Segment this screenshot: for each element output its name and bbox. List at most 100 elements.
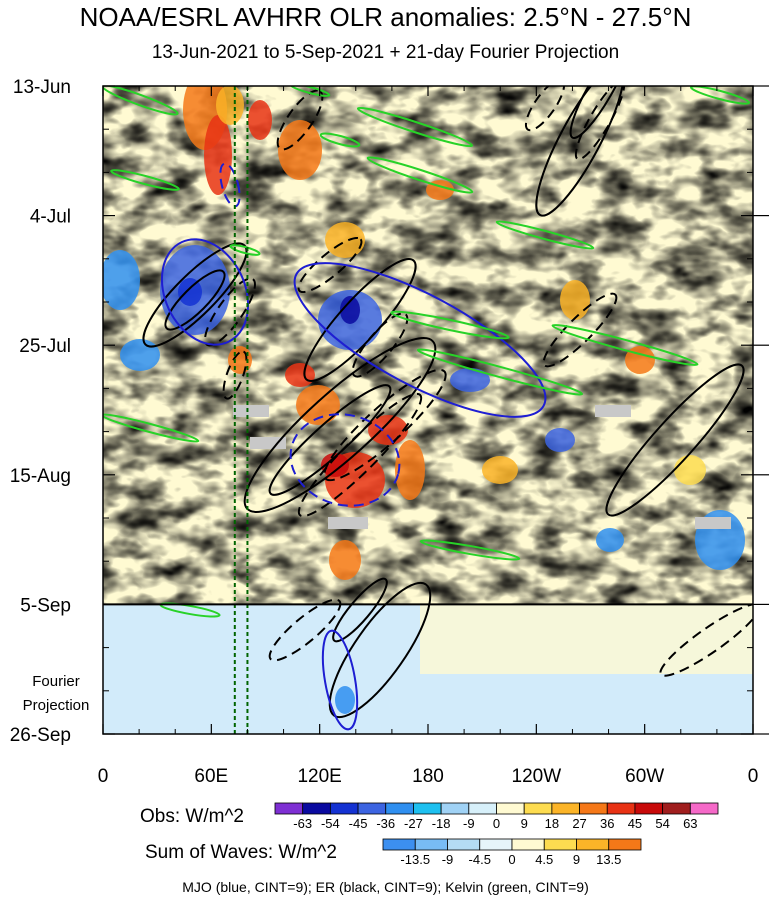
colorbar-swatch bbox=[576, 838, 610, 851]
colorbar-swatch bbox=[511, 838, 545, 851]
anomaly-blob bbox=[482, 456, 518, 484]
colorbar-level-label: 9 bbox=[521, 816, 528, 831]
kelvin-contour bbox=[390, 310, 510, 340]
mjo-contour bbox=[289, 413, 401, 507]
plot-area bbox=[103, 86, 753, 734]
mjo-contour bbox=[293, 262, 547, 418]
colorbar-swatch bbox=[479, 838, 513, 851]
kelvin-contour bbox=[289, 86, 331, 97]
anomaly-blob bbox=[278, 120, 322, 180]
colorbar-level-label: -4.5 bbox=[469, 852, 491, 867]
fourier-projection-label: Fourier Projection bbox=[23, 673, 90, 714]
colorbar-swatch bbox=[414, 838, 448, 851]
colorbar-swatch bbox=[357, 802, 387, 815]
colorbar-level-label: 63 bbox=[683, 816, 697, 831]
er-contour bbox=[268, 384, 392, 496]
er-contour bbox=[524, 86, 566, 132]
colorbar-swatch bbox=[543, 838, 577, 851]
colorbar-swatch bbox=[447, 838, 481, 851]
kelvin-contour bbox=[103, 86, 179, 116]
colorbar-swatch bbox=[302, 802, 331, 815]
er-contour bbox=[323, 368, 447, 482]
er-contour bbox=[268, 598, 342, 662]
x-axis: 0 60E 120E 180 120W 60W 0 bbox=[98, 86, 759, 787]
colorbar-swatch bbox=[496, 802, 525, 815]
anomaly-blob bbox=[178, 278, 202, 306]
colorbar-level-label: 45 bbox=[628, 816, 642, 831]
missing-data-patch bbox=[233, 405, 269, 417]
anomaly-blob bbox=[204, 115, 232, 195]
anomaly-blob bbox=[329, 540, 361, 580]
anomaly-blob bbox=[120, 339, 160, 371]
colorbar-level-label: 36 bbox=[600, 816, 614, 831]
contour-legend: MJO (blue, CINT=9); ER (black, CINT=9); … bbox=[182, 879, 589, 895]
colorbar-swatch bbox=[608, 838, 642, 851]
colorbar-swatch bbox=[440, 802, 470, 815]
anomaly-blob bbox=[248, 100, 272, 140]
kelvin-contour bbox=[416, 348, 584, 396]
er-contour bbox=[297, 392, 423, 518]
anomaly-blob bbox=[625, 346, 655, 374]
anomaly-blob bbox=[674, 455, 706, 485]
er-contour bbox=[605, 363, 745, 517]
anomaly-blob bbox=[368, 415, 408, 445]
y-tick-label: 4-Jul bbox=[30, 207, 71, 228]
projection-label-line: Projection bbox=[23, 697, 90, 714]
chart-subtitle: 13-Jun-2021 to 5-Sep-2021 + 21-day Fouri… bbox=[151, 42, 620, 63]
colorbar-level-label: -45 bbox=[349, 816, 368, 831]
colorbar-swatch bbox=[662, 802, 691, 815]
colorbar-swatch bbox=[329, 802, 359, 815]
er-contour bbox=[569, 86, 631, 140]
kelvin-contour bbox=[110, 169, 180, 191]
y-tick-label: 26-Sep bbox=[10, 725, 71, 746]
mjo-contour bbox=[160, 238, 250, 346]
x-tick-label: 0 bbox=[748, 766, 759, 787]
colorbar-swatch bbox=[468, 802, 497, 815]
y-axis: 13-Jun 4-Jul 25-Jul 15-Aug 5-Sep 26-Sep bbox=[10, 77, 769, 746]
x-tick-label: 60W bbox=[625, 766, 664, 787]
colorbar-swatch bbox=[385, 802, 414, 815]
x-tick-label: 120E bbox=[297, 766, 341, 787]
kelvin-contour bbox=[319, 132, 361, 148]
anomaly-blob bbox=[335, 686, 355, 714]
colorbar-swatch bbox=[413, 802, 442, 815]
colorbar-level-label: -13.5 bbox=[400, 852, 430, 867]
anomaly-blob bbox=[596, 528, 624, 552]
colorbar-level-label: 13.5 bbox=[596, 852, 621, 867]
y-tick-label: 25-Jul bbox=[19, 336, 71, 357]
projection-label-line: Fourier bbox=[32, 673, 80, 690]
colorbar-swatch bbox=[551, 802, 580, 815]
reference-longitude-lines bbox=[233, 86, 249, 734]
colorbar-level-label: -27 bbox=[404, 816, 423, 831]
obs-colorbar: -63 -54 -45 -36 -27 -18 -9 0 9 18 27 36 45 54 63 bbox=[274, 802, 719, 831]
y-tick-label: 5-Sep bbox=[20, 595, 71, 616]
kelvin-contour bbox=[103, 413, 200, 443]
colorbar-swatch bbox=[579, 802, 608, 815]
colorbar-level-label: -9 bbox=[442, 852, 454, 867]
anomaly-blob bbox=[296, 385, 340, 425]
x-tick-label: 120W bbox=[512, 766, 562, 787]
x-tick-label: 0 bbox=[98, 766, 109, 787]
colorbar-swatch bbox=[606, 802, 636, 815]
wave-contours bbox=[103, 86, 753, 731]
sum-of-waves-colorbar: -13.5 -9 -4.5 0 4.5 9 13.5 bbox=[382, 838, 642, 867]
colorbar-level-label: -36 bbox=[376, 816, 395, 831]
colorbar-swatch bbox=[382, 838, 416, 851]
chart-title: NOAA/ESRL AVHRR OLR anomalies: 2.5°N - 2… bbox=[79, 2, 692, 32]
colorbar-level-label: 18 bbox=[545, 816, 559, 831]
x-tick-label: 60E bbox=[194, 766, 228, 787]
anomaly-blob bbox=[321, 453, 349, 477]
er-contour bbox=[297, 236, 363, 294]
kelvin-contour bbox=[356, 106, 474, 148]
colorbar-swatch bbox=[523, 802, 553, 815]
missing-data-patches bbox=[233, 405, 731, 529]
colorbar-level-label: -18 bbox=[432, 816, 451, 831]
colorbar-swatch bbox=[689, 802, 719, 815]
kelvin-contour bbox=[495, 220, 595, 250]
anomaly-blob bbox=[340, 296, 360, 324]
er-contour bbox=[351, 312, 409, 378]
er-contour bbox=[542, 292, 618, 368]
colorbar-level-label: 9 bbox=[573, 852, 580, 867]
colorbar-level-label: 0 bbox=[493, 816, 500, 831]
